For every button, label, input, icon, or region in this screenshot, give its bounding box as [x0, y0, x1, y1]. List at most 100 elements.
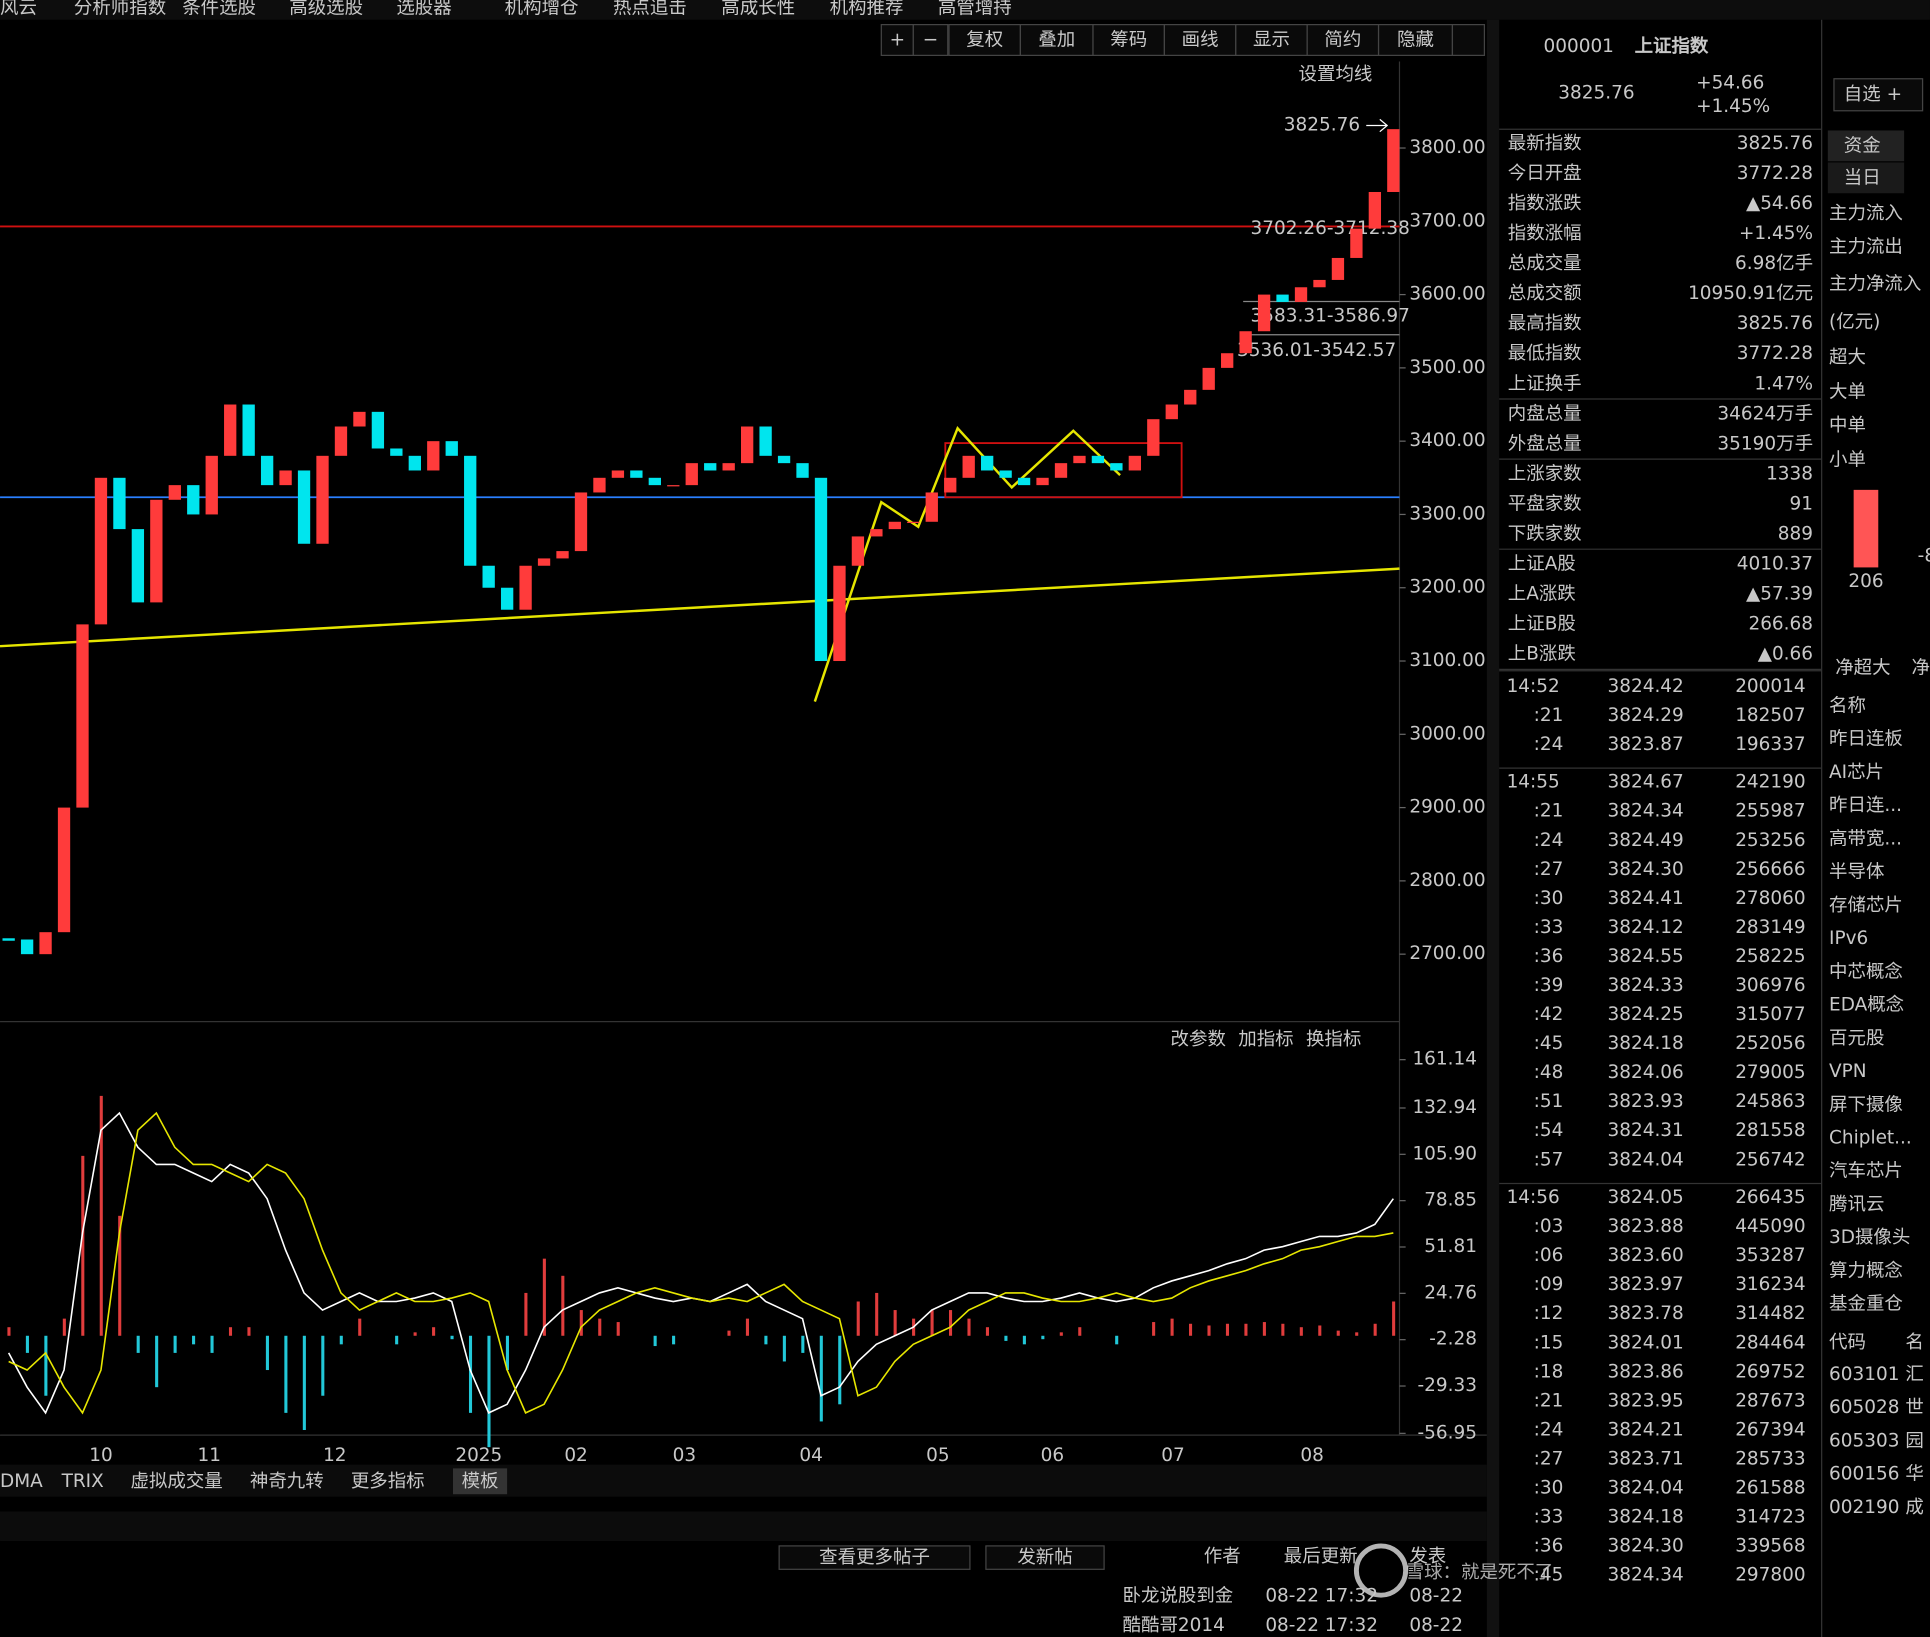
tick-time: 14:52 — [1507, 676, 1560, 697]
sector-item[interactable]: 3D摄像头 — [1829, 1227, 1910, 1248]
candle — [353, 411, 366, 427]
sector-item[interactable]: 半导体 — [1829, 862, 1884, 883]
sector-item[interactable]: 昨日连板 — [1829, 729, 1903, 750]
macd-bar — [616, 1322, 620, 1336]
candle — [574, 492, 588, 552]
quote-value: 3825.76 — [1737, 313, 1813, 334]
macd-bar — [247, 1327, 251, 1336]
candle — [371, 411, 385, 449]
sector-item[interactable]: 高带宽... — [1829, 828, 1902, 849]
indicator-tab[interactable]: 模板 — [462, 1471, 499, 1492]
tick-volume: 315077 — [1735, 1004, 1805, 1025]
toolbar-button[interactable] — [1163, 24, 1237, 57]
watch-label: 自选 + — [1844, 84, 1902, 105]
macd-bar — [819, 1335, 823, 1422]
toolbar-label: 画线 — [1182, 30, 1219, 51]
flow-value: 206 — [1848, 571, 1883, 592]
indicator-tab[interactable]: 更多指标 — [351, 1471, 425, 1492]
capital-label: 中单 — [1829, 415, 1866, 436]
toolbar-button[interactable] — [1377, 24, 1454, 57]
candle — [796, 463, 809, 478]
candle — [833, 565, 846, 662]
macd-bar — [7, 1327, 11, 1336]
capital-tab[interactable] — [1827, 130, 1905, 162]
toolbar-button[interactable] — [880, 24, 914, 57]
sector-item[interactable]: 腾讯云 — [1829, 1194, 1884, 1215]
indicator-tab[interactable]: 虚拟成交量 — [130, 1471, 222, 1492]
watch-button[interactable] — [1833, 78, 1924, 112]
toolbar-button[interactable] — [1019, 24, 1094, 57]
tick-time: 14:56 — [1507, 1187, 1560, 1208]
tick-time: :48 — [1534, 1062, 1564, 1083]
sector-item[interactable]: EDA概念 — [1829, 994, 1904, 1016]
forum-cell: 08-22 17:32 — [1265, 1615, 1378, 1636]
quote-label: 内盘总量 — [1508, 403, 1582, 424]
sector-item[interactable]: 昨日连... — [1829, 795, 1902, 816]
sector-item[interactable]: 汽车芯片 — [1829, 1161, 1903, 1182]
tick-time: :30 — [1534, 888, 1564, 909]
y-tick-label: 3400.00 — [1409, 430, 1485, 451]
macd-bar — [358, 1318, 362, 1336]
sector-item[interactable]: Chiplet... — [1829, 1128, 1912, 1149]
forum-button[interactable] — [778, 1545, 971, 1570]
quote-value: 266.68 — [1748, 614, 1813, 635]
toolbar-button[interactable] — [1092, 24, 1166, 57]
quote-value: 6.98亿手 — [1735, 253, 1813, 274]
change: +54.66 — [1696, 73, 1764, 94]
tick-price: 3823.95 — [1607, 1390, 1683, 1411]
toolbar-label: 筹码 — [1110, 30, 1147, 51]
forum-button-label: 发新帖 — [1017, 1547, 1072, 1568]
toolbar-label: 叠加 — [1038, 30, 1075, 51]
stock-code: 600156 — [1829, 1464, 1899, 1485]
quote-label: 总成交量 — [1508, 253, 1582, 274]
menu-item: 热点追击 — [613, 0, 687, 19]
forum-cell: 卧龙说股到金 — [1123, 1585, 1234, 1606]
sector-item[interactable]: VPN — [1829, 1061, 1867, 1082]
sector-item[interactable]: 百元股 — [1829, 1028, 1884, 1049]
macd-bar — [1299, 1327, 1303, 1336]
macd-bar — [450, 1335, 454, 1340]
sector-item[interactable]: 基金重仓 — [1829, 1294, 1903, 1315]
tick-time: :33 — [1534, 917, 1564, 938]
tick-volume: 278060 — [1735, 888, 1805, 909]
capital-label: 主力流出 — [1829, 236, 1903, 257]
tick-time: :09 — [1534, 1274, 1564, 1295]
sector-item[interactable]: IPv6 — [1829, 928, 1868, 949]
sector-item[interactable]: 中芯概念 — [1829, 960, 1903, 982]
tick-volume: 285733 — [1735, 1448, 1805, 1469]
ma-setting: 设置均线 — [1299, 64, 1373, 85]
toolbar-button[interactable] — [1235, 24, 1308, 57]
indicator-tab[interactable]: DMA — [0, 1471, 43, 1492]
sector-item[interactable]: 算力概念 — [1829, 1259, 1903, 1281]
y-tick-label: 3300.00 — [1409, 503, 1485, 524]
candle — [851, 536, 865, 566]
candle — [648, 477, 661, 486]
forum-cell: 08-22 17:32 — [1265, 1585, 1378, 1606]
macd-bar — [893, 1310, 897, 1336]
tick-time: :45 — [1534, 1033, 1564, 1054]
candle — [279, 470, 292, 486]
candle — [113, 477, 126, 530]
tick-time: :39 — [1534, 975, 1564, 996]
y-tick-label: 161.14 — [1412, 1049, 1477, 1070]
sector-item[interactable]: 存储芯片 — [1829, 895, 1903, 916]
candle — [999, 470, 1012, 478]
tick-volume: 339568 — [1735, 1536, 1805, 1557]
candle — [1165, 404, 1178, 420]
macd-bar — [1041, 1335, 1045, 1340]
capital-tab[interactable] — [1827, 162, 1905, 194]
macd-bar — [875, 1292, 879, 1336]
sector-item[interactable]: AI芯片 — [1829, 762, 1884, 783]
quote-label: 下跌家数 — [1508, 523, 1582, 544]
forum-button[interactable] — [985, 1545, 1105, 1570]
indicator-tab[interactable]: 神奇九转 — [250, 1471, 324, 1492]
quote-value: 1.47% — [1754, 373, 1813, 394]
indicator-tab[interactable]: TRIX — [61, 1471, 105, 1492]
x-tick-label: 02 — [564, 1445, 587, 1466]
toolbar-button[interactable] — [912, 24, 949, 57]
sector-item[interactable]: 屏下摄像 — [1829, 1094, 1903, 1115]
macd-bar — [192, 1335, 196, 1345]
candle — [1313, 279, 1326, 288]
fullscreen-button[interactable] — [1451, 24, 1486, 57]
macd-bar — [228, 1327, 233, 1336]
